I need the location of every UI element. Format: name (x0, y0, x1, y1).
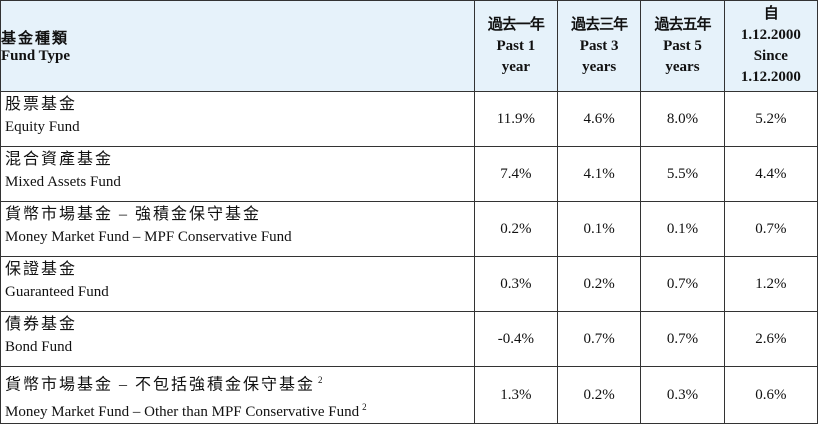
past-5-years-header: 過去五年 Past 5 years (640, 0, 725, 92)
footnote-marker: 2 (362, 402, 367, 413)
table-row: 保證基金 Guaranteed Fund 0.3% 0.2% 0.7% 1.2% (0, 256, 819, 312)
since-inception-value: 0.7% (723, 201, 819, 257)
fund-name-cell: 保證基金 Guaranteed Fund (0, 256, 475, 312)
fund-name-en: Guaranteed Fund (5, 281, 474, 303)
past-5-years-value: 8.0% (640, 91, 725, 147)
past-1-year-value: 0.3% (473, 256, 559, 312)
since-inception-value: 1.2% (723, 256, 819, 312)
past-5-years-header-zh: 過去五年 (654, 16, 711, 33)
past-5-years-value: 0.3% (640, 365, 725, 425)
past-1-year-header-zh: 過去一年 (487, 16, 545, 33)
fund-name-cell: 貨幣市場基金 – 強積金保守基金 Money Market Fund – MPF… (0, 201, 475, 257)
past-5-years-value: 5.5% (640, 146, 725, 202)
table-row: 混合資產基金 Mixed Assets Fund 7.4% 4.1% 5.5% … (0, 146, 819, 202)
fund-name-zh: 混合資產基金 (5, 151, 114, 168)
past-5-years-value: 0.7% (640, 311, 725, 367)
table-row: 債券基金 Bond Fund -0.4% 0.7% 0.7% 2.6% (0, 311, 819, 367)
since-inception-value: 0.6% (723, 365, 819, 425)
fund-name-cell: 債券基金 Bond Fund (0, 311, 475, 367)
past-5-years-header-en: Past 5 (663, 37, 702, 54)
past-1-year-header: 過去一年 Past 1 year (473, 0, 559, 92)
table-row: 貨幣市場基金 – 不包括強積金保守基金 2 Money Market Fund –… (0, 365, 819, 425)
fund-type-header-en: Fund Type (1, 48, 71, 64)
past-3-years-value: 0.2% (557, 256, 642, 312)
table-row: 貨幣市場基金 – 強積金保守基金 Money Market Fund – MPF… (0, 201, 819, 257)
past-1-year-header-en: Past 1 (496, 37, 536, 54)
table-row: 股票基金 Equity Fund 11.9% 4.6% 8.0% 5.2% (0, 91, 819, 147)
fund-name-zh-text: 貨幣市場基金 – 不包括強積金保守基金 (5, 376, 316, 394)
fund-name-en-text: Mixed Assets Fund (5, 174, 121, 190)
fund-name-en-text: Equity Fund (5, 119, 80, 135)
past-3-years-header-zh: 過去三年 (571, 16, 628, 33)
fund-name-en-text: Bond Fund (5, 339, 73, 355)
past-3-years-value: 4.1% (557, 146, 642, 202)
since-header-zh: 自 (763, 6, 779, 22)
past-1-year-value: 7.4% (473, 146, 559, 202)
fund-name-en-text: Guaranteed Fund (5, 284, 109, 300)
past-5-years-value: 0.1% (640, 201, 725, 257)
since-header-date-en: 1.12.2000 (740, 69, 801, 85)
fund-name-en: Mixed Assets Fund (5, 171, 474, 193)
fund-name-en: Bond Fund (5, 336, 474, 358)
fund-name-en: Money Market Fund – MPF Conservative Fun… (5, 226, 474, 248)
fund-type-header: 基金種類 Fund Type (0, 0, 475, 92)
past-1-year-value: 11.9% (473, 91, 559, 147)
fund-name-zh: 保證基金 (5, 261, 78, 278)
past-3-years-header-unit: years (582, 58, 617, 75)
fund-name-en-text: Money Market Fund – MPF Conservative Fun… (5, 229, 292, 245)
since-inception-value: 4.4% (723, 146, 819, 202)
fund-name-zh: 債券基金 (5, 316, 78, 333)
past-3-years-header: 過去三年 Past 3 years (557, 0, 642, 92)
past-1-year-header-unit: year (501, 58, 531, 75)
footnote-marker: 2 (318, 375, 325, 385)
fund-type-header-zh: 基金種類 (1, 31, 70, 47)
past-5-years-header-unit: years (665, 58, 700, 75)
since-inception-value: 2.6% (723, 311, 819, 367)
since-inception-header: 自 1.12.2000 Since 1.12.2000 (723, 0, 819, 92)
fund-name-cell: 貨幣市場基金 – 不包括強積金保守基金 2 Money Market Fund –… (0, 365, 475, 425)
past-3-years-header-en: Past 3 (579, 37, 619, 54)
past-5-years-value: 0.7% (640, 256, 725, 312)
fund-name-en: Money Market Fund – Other than MPF Conse… (5, 396, 474, 423)
since-header-en: Since (753, 48, 788, 64)
since-inception-value: 5.2% (723, 91, 819, 147)
past-3-years-value: 0.2% (557, 365, 642, 425)
past-3-years-value: 0.1% (557, 201, 642, 257)
past-3-years-value: 4.6% (557, 91, 642, 147)
fund-name-zh: 貨幣市場基金 – 強積金保守基金 (5, 206, 262, 223)
fund-name-cell: 股票基金 Equity Fund (0, 91, 475, 147)
fund-name-en-text: Money Market Fund – Other than MPF Conse… (5, 404, 360, 421)
fund-name-zh: 股票基金 (5, 96, 78, 113)
fund-name-zh: 貨幣市場基金 – 不包括強積金保守基金 2 (5, 369, 474, 396)
past-1-year-value: -0.4% (473, 311, 559, 367)
since-header-date-zh: 1.12.2000 (740, 27, 801, 43)
fund-name-cell: 混合資產基金 Mixed Assets Fund (0, 146, 475, 202)
past-1-year-value: 0.2% (473, 201, 559, 257)
table-header-row: 基金種類 Fund Type 過去一年 Past 1 year 過去三年 Pas… (0, 0, 819, 92)
fund-name-en: Equity Fund (5, 116, 474, 138)
past-1-year-value: 1.3% (473, 365, 559, 425)
past-3-years-value: 0.7% (557, 311, 642, 367)
